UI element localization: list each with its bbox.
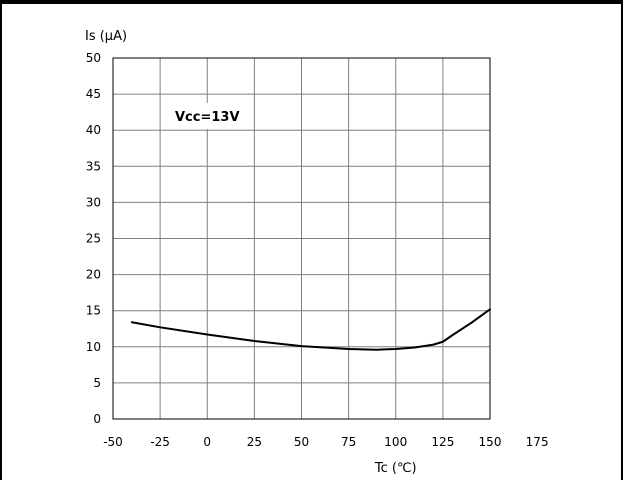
y-axis-title: Is (μA): [85, 29, 127, 44]
grid: [113, 58, 490, 419]
y-tick-label: 40: [86, 123, 101, 137]
frame-right-border: [621, 0, 623, 480]
series-layer: [130, 308, 491, 351]
x-tick-label: -25: [150, 435, 170, 449]
annotation-box: Vcc=13V: [161, 103, 253, 129]
plot-border: [112, 57, 491, 420]
x-tick-label: 100: [384, 435, 407, 449]
x-axis-title: Tc (℃): [374, 461, 417, 476]
x-tick-label: 25: [247, 435, 262, 449]
annotation-vcc: Vcc=13V: [175, 110, 240, 125]
frame-top-border: [0, 0, 623, 4]
y-tick-label: 0: [93, 412, 101, 426]
x-tick-label: 150: [479, 435, 502, 449]
x-tick-label: 75: [341, 435, 356, 449]
y-tick-label: 10: [86, 340, 101, 354]
y-tick-label: 45: [86, 87, 101, 101]
y-tick-label: 20: [86, 268, 101, 282]
series-line: [130, 308, 491, 351]
y-tick-label: 15: [86, 304, 101, 318]
x-tick-label: 175: [526, 435, 549, 449]
annotation-background: [161, 103, 253, 129]
frame-left-border: [0, 0, 2, 480]
y-tick-label: 25: [86, 232, 101, 246]
x-tick-label: -50: [103, 435, 123, 449]
y-tick-label: 30: [86, 195, 101, 209]
x-tick-label: 0: [203, 435, 211, 449]
y-tick-label: 50: [86, 51, 101, 65]
x-tick-labels: -50 -25 0 25 50 75 100 125 150 175: [103, 435, 548, 449]
y-tick-label: 5: [93, 376, 101, 390]
y-tick-labels: 0 5 10 15 20 25 30 35 40 45 50: [86, 51, 101, 426]
x-tick-label: 125: [431, 435, 454, 449]
y-tick-label: 35: [86, 159, 101, 173]
x-tick-label: 50: [294, 435, 309, 449]
